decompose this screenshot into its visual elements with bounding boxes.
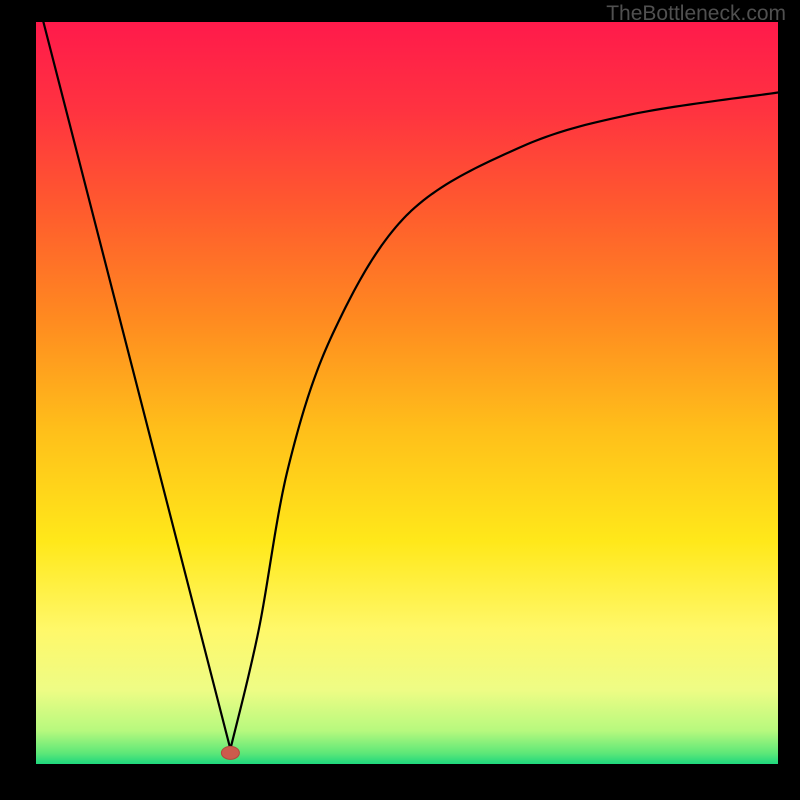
- curve-layer: [36, 22, 778, 764]
- watermark-text: TheBottleneck.com: [606, 2, 786, 26]
- chart-frame: TheBottleneck.com: [0, 0, 800, 800]
- plot-area: [36, 22, 778, 764]
- bottleneck-curve: [43, 22, 778, 749]
- minimum-marker: [221, 746, 239, 759]
